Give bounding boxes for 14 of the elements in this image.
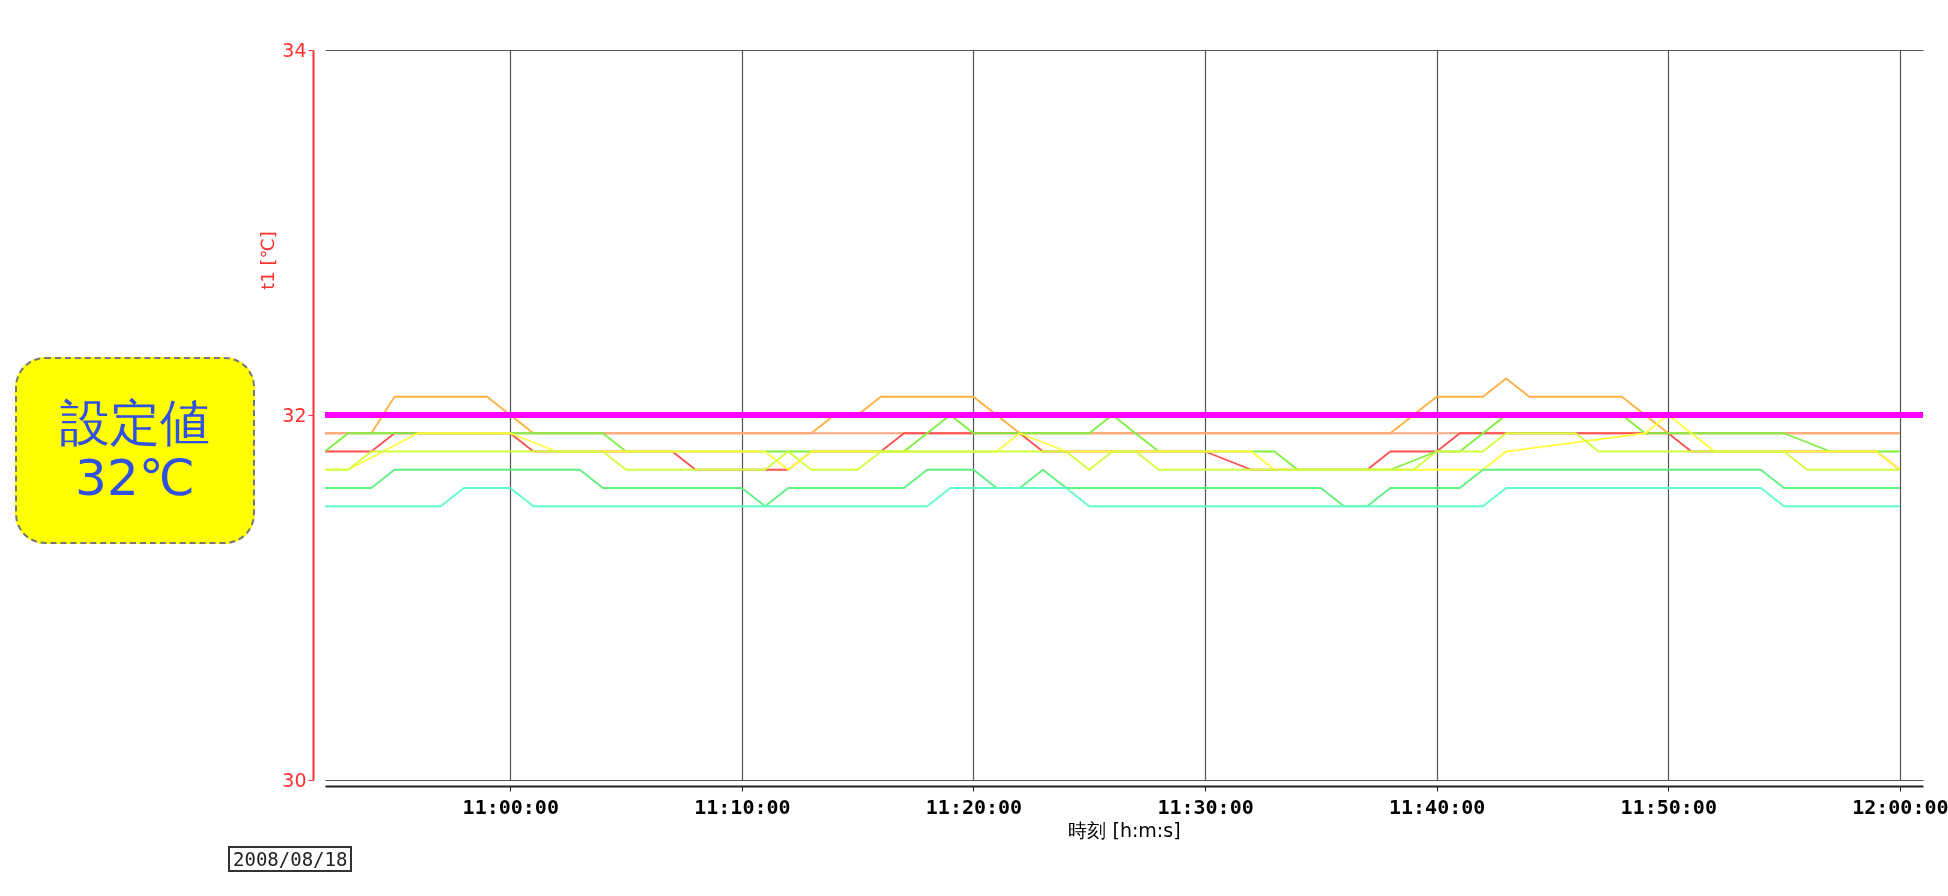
y-tick-label: 34 <box>282 38 307 61</box>
y-tick-label: 30 <box>282 768 307 791</box>
x-tick-label: 11:00:00 <box>462 794 559 819</box>
x-tick-label: 11:30:00 <box>1157 794 1254 819</box>
y-axis-title: t1 [℃] <box>257 231 279 290</box>
x-tick-label: 11:10:00 <box>694 794 791 819</box>
y-tick-label: 32 <box>282 403 307 426</box>
x-tick-label: 11:50:00 <box>1620 794 1717 819</box>
x-tick-label: 11:20:00 <box>925 794 1023 819</box>
x-tick-label: 12:00:00 <box>1852 794 1948 819</box>
text: 2008/08/18 <box>228 846 353 872</box>
callout-box: 設定値 32℃ <box>15 357 255 544</box>
x-axis-title: 時刻 [h:m:s] <box>1068 818 1181 841</box>
x-tick-label: 11:40:00 <box>1388 794 1486 819</box>
